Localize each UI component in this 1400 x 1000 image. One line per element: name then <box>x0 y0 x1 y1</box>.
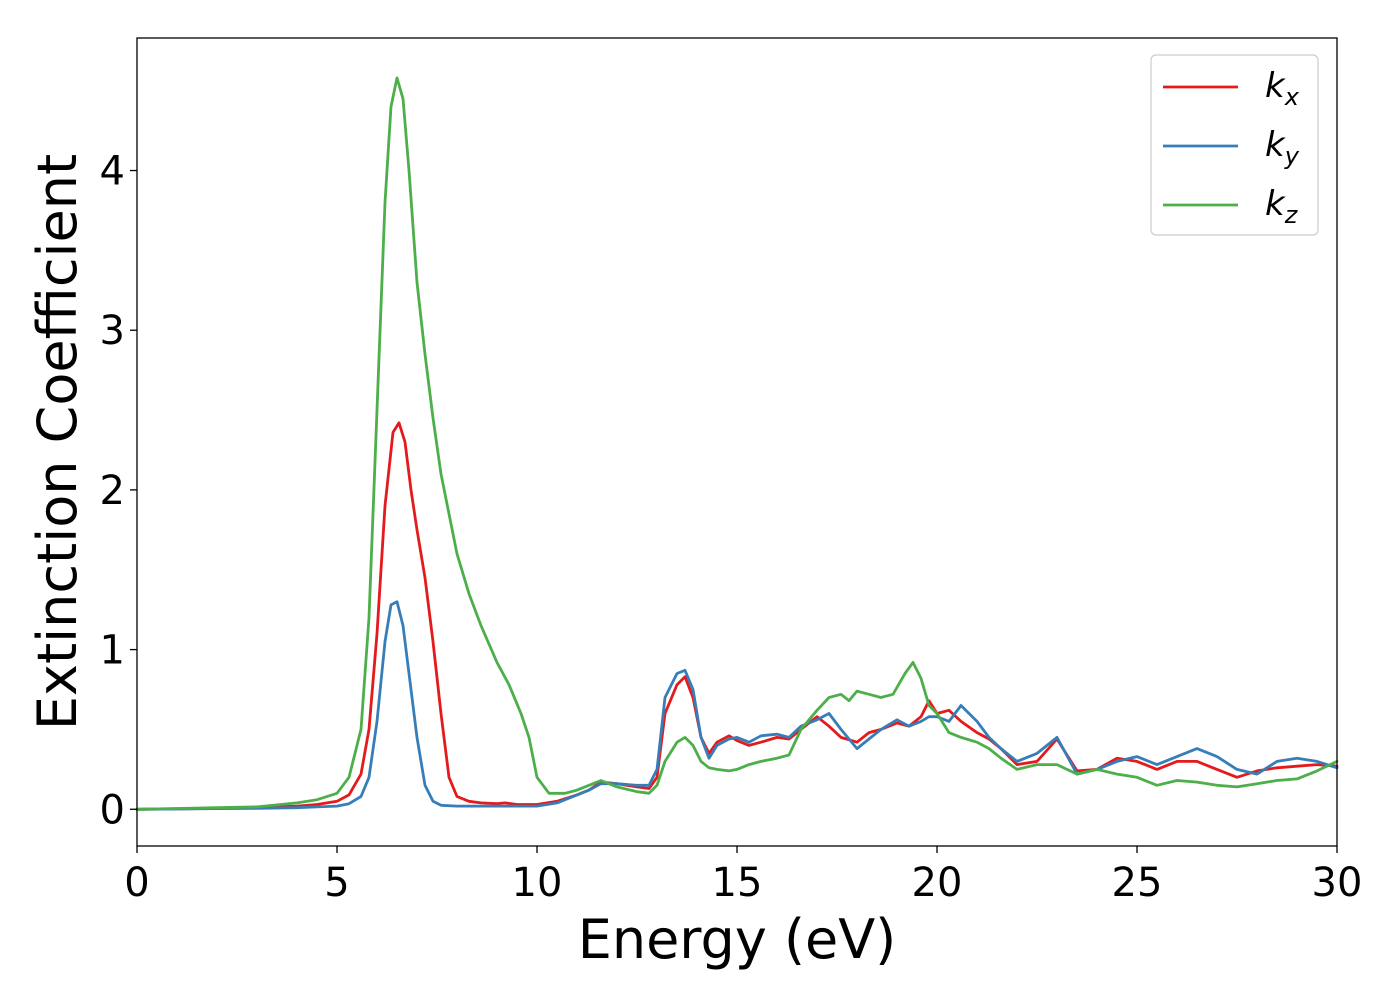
x-tick-label: 5 <box>324 860 349 906</box>
x-tick-label: 15 <box>712 860 763 906</box>
series-line-z <box>135 76 1339 811</box>
x-tick-label: 25 <box>1112 860 1163 906</box>
x-tick-label: 0 <box>124 860 149 906</box>
y-axis-label: Extinction Coefficient <box>26 154 89 730</box>
series-layer <box>135 76 1339 811</box>
x-axis: 0 5 10 15 20 25 30 <box>124 846 1362 906</box>
x-axis-label: Energy (eV) <box>578 908 897 971</box>
series-line-y <box>135 600 1339 811</box>
legend-label-y: ky <box>1265 125 1300 170</box>
y-tick-label: 3 <box>100 308 125 354</box>
legend: kx ky kz <box>1150 54 1319 236</box>
legend-label-z: kz <box>1265 184 1299 229</box>
y-tick-label: 4 <box>100 149 125 195</box>
y-axis: 0 1 2 3 4 <box>100 149 137 833</box>
x-tick-label: 30 <box>1312 860 1363 906</box>
y-tick-label: 1 <box>100 628 125 674</box>
y-tick-label: 0 <box>100 787 125 833</box>
legend-label-x: kx <box>1265 66 1300 111</box>
y-tick-label: 2 <box>100 468 125 514</box>
x-tick-label: 20 <box>912 860 963 906</box>
plot-background <box>137 38 1337 846</box>
x-tick-label: 10 <box>512 860 563 906</box>
